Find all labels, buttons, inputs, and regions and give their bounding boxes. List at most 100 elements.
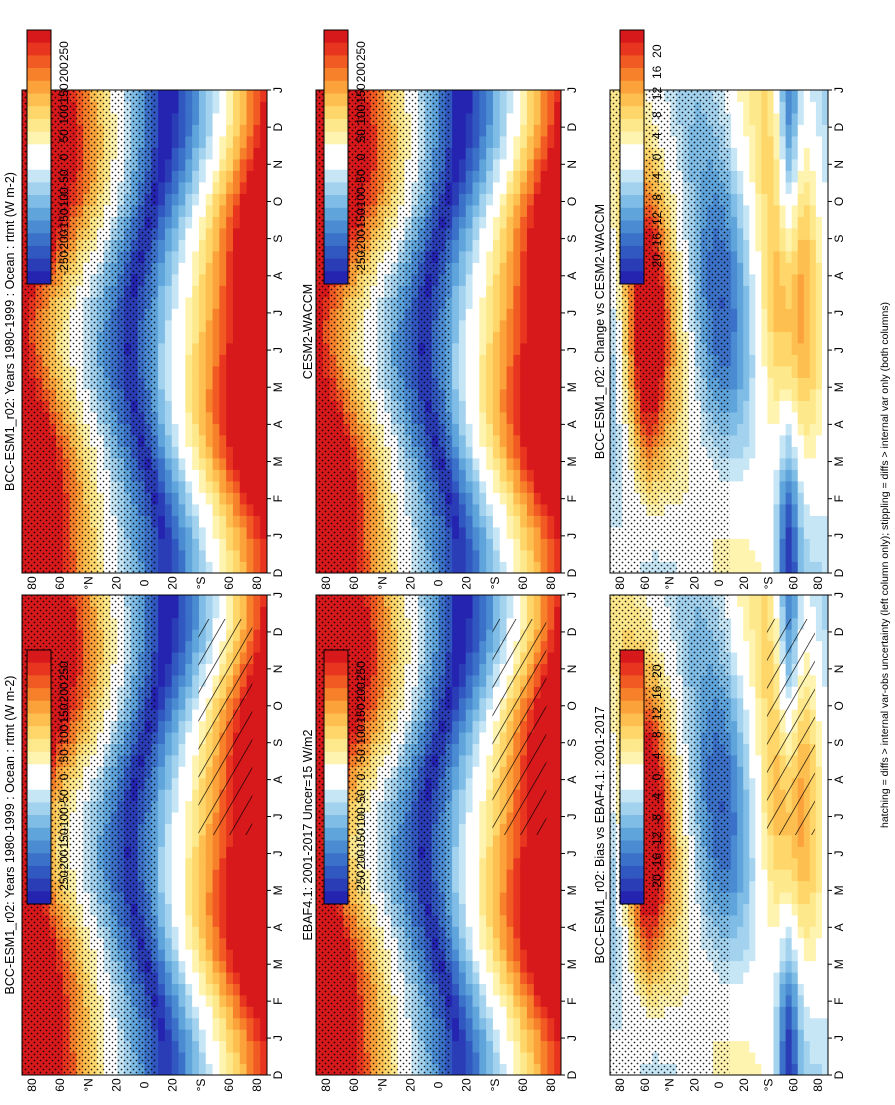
heatmap-cell — [158, 629, 166, 642]
heatmap-cell — [158, 949, 166, 962]
heatmap-cell — [212, 1040, 220, 1053]
heatmap-cell — [260, 857, 268, 870]
heatmap-cell — [492, 1052, 501, 1064]
heatmap-cell — [506, 857, 514, 870]
heatmap-cell — [171, 550, 179, 562]
heatmap-cell — [486, 629, 494, 642]
heatmap-cell — [499, 550, 507, 562]
colorbar-swatch — [27, 802, 51, 816]
heatmap-cell — [554, 686, 562, 699]
heatmap-cell — [232, 377, 241, 390]
heatmap-cell — [506, 869, 514, 882]
heatmap-cell — [465, 857, 473, 870]
heatmap-cell — [192, 354, 200, 367]
heatmap-cell — [239, 1006, 247, 1019]
heatmap-cell — [185, 800, 193, 813]
heatmap-cell — [253, 561, 261, 574]
heatmap-cell — [232, 915, 241, 927]
heatmap-cell — [547, 777, 555, 790]
colorbar-label: -200 — [57, 229, 71, 253]
heatmap-cell — [492, 550, 501, 562]
heatmap-cell — [465, 892, 473, 904]
heatmap-cell — [260, 469, 268, 482]
heatmap-cell — [472, 595, 480, 607]
heatmap-cell — [554, 720, 562, 733]
heatmap-cell — [246, 377, 254, 390]
heatmap-cell — [260, 354, 268, 367]
heatmap-cell — [171, 515, 179, 528]
heatmap-cell — [260, 846, 268, 859]
heatmap-cell — [554, 652, 562, 664]
heatmap-cell — [246, 170, 254, 183]
heatmap-cell — [171, 159, 179, 171]
heatmap-cell — [158, 423, 166, 436]
heatmap-cell — [205, 423, 213, 436]
heatmap-cell — [178, 697, 186, 710]
month-tick-label: J — [271, 592, 285, 598]
heatmap-cell — [472, 550, 480, 562]
heatmap-cell — [164, 652, 173, 664]
heatmap-cell — [178, 743, 186, 756]
heatmap-cell — [472, 880, 480, 893]
heatmap-cell — [185, 205, 193, 217]
heatmap-cell — [205, 377, 213, 390]
heatmap-cell — [554, 550, 562, 562]
heatmap-cell — [171, 400, 179, 413]
heatmap-cell — [465, 686, 473, 699]
heatmap-cell — [472, 629, 480, 642]
heatmap-cell — [178, 835, 186, 847]
heatmap-cell — [547, 915, 555, 927]
heatmap-cell — [226, 458, 234, 470]
heatmap-cell — [554, 709, 562, 722]
heatmap-cell — [239, 377, 247, 390]
heatmap-cell — [226, 205, 234, 217]
heatmap-cell — [226, 308, 234, 321]
heatmap-cell — [506, 835, 514, 847]
heatmap-cell — [232, 285, 241, 298]
heatmap-cell — [479, 697, 487, 710]
heatmap-cell — [499, 504, 507, 516]
heatmap-cell — [520, 527, 528, 539]
heatmap-cell — [171, 205, 179, 217]
heatmap-cell — [192, 663, 200, 676]
heatmap-cell — [158, 90, 166, 102]
heatmap-cell — [458, 550, 467, 562]
heatmap-cell — [239, 343, 247, 355]
heatmap-cell — [192, 262, 200, 275]
heatmap-cell — [205, 90, 213, 102]
heatmap-cell — [520, 903, 528, 916]
heatmap-cell — [239, 90, 247, 102]
heatmap-cell — [253, 527, 261, 539]
heatmap-cell — [465, 1017, 473, 1030]
heatmap-cell — [253, 193, 261, 206]
heatmap-cell — [232, 343, 241, 355]
heatmap-cell — [164, 331, 173, 344]
heatmap-cell — [246, 937, 254, 950]
heatmap-cell — [219, 205, 227, 217]
heatmap-cell — [164, 527, 173, 539]
heatmap-cell — [192, 1052, 200, 1064]
heatmap-cell — [506, 903, 514, 916]
heatmap-cell — [547, 527, 555, 539]
heatmap-cell — [205, 606, 213, 619]
heatmap-cell — [192, 527, 200, 539]
heatmap-cell — [554, 1029, 562, 1042]
month-tick-label: M — [271, 382, 285, 392]
heatmap-cell — [198, 469, 207, 482]
heatmap-cell — [260, 869, 268, 882]
heatmap-cell — [246, 412, 254, 424]
heatmap-cell — [239, 320, 247, 332]
heatmap-cell — [486, 915, 494, 927]
heatmap-cell — [212, 550, 220, 562]
heatmap-cell — [452, 1040, 460, 1053]
heatmap-cell — [452, 960, 460, 973]
heatmap-cell — [520, 926, 528, 939]
heatmap-cell — [185, 880, 193, 893]
heatmap-cell — [260, 205, 268, 217]
heatmap-cell — [554, 892, 562, 904]
heatmap-cell — [226, 331, 234, 344]
heatmap-cell — [185, 1006, 193, 1019]
heatmap-cell — [540, 527, 548, 539]
